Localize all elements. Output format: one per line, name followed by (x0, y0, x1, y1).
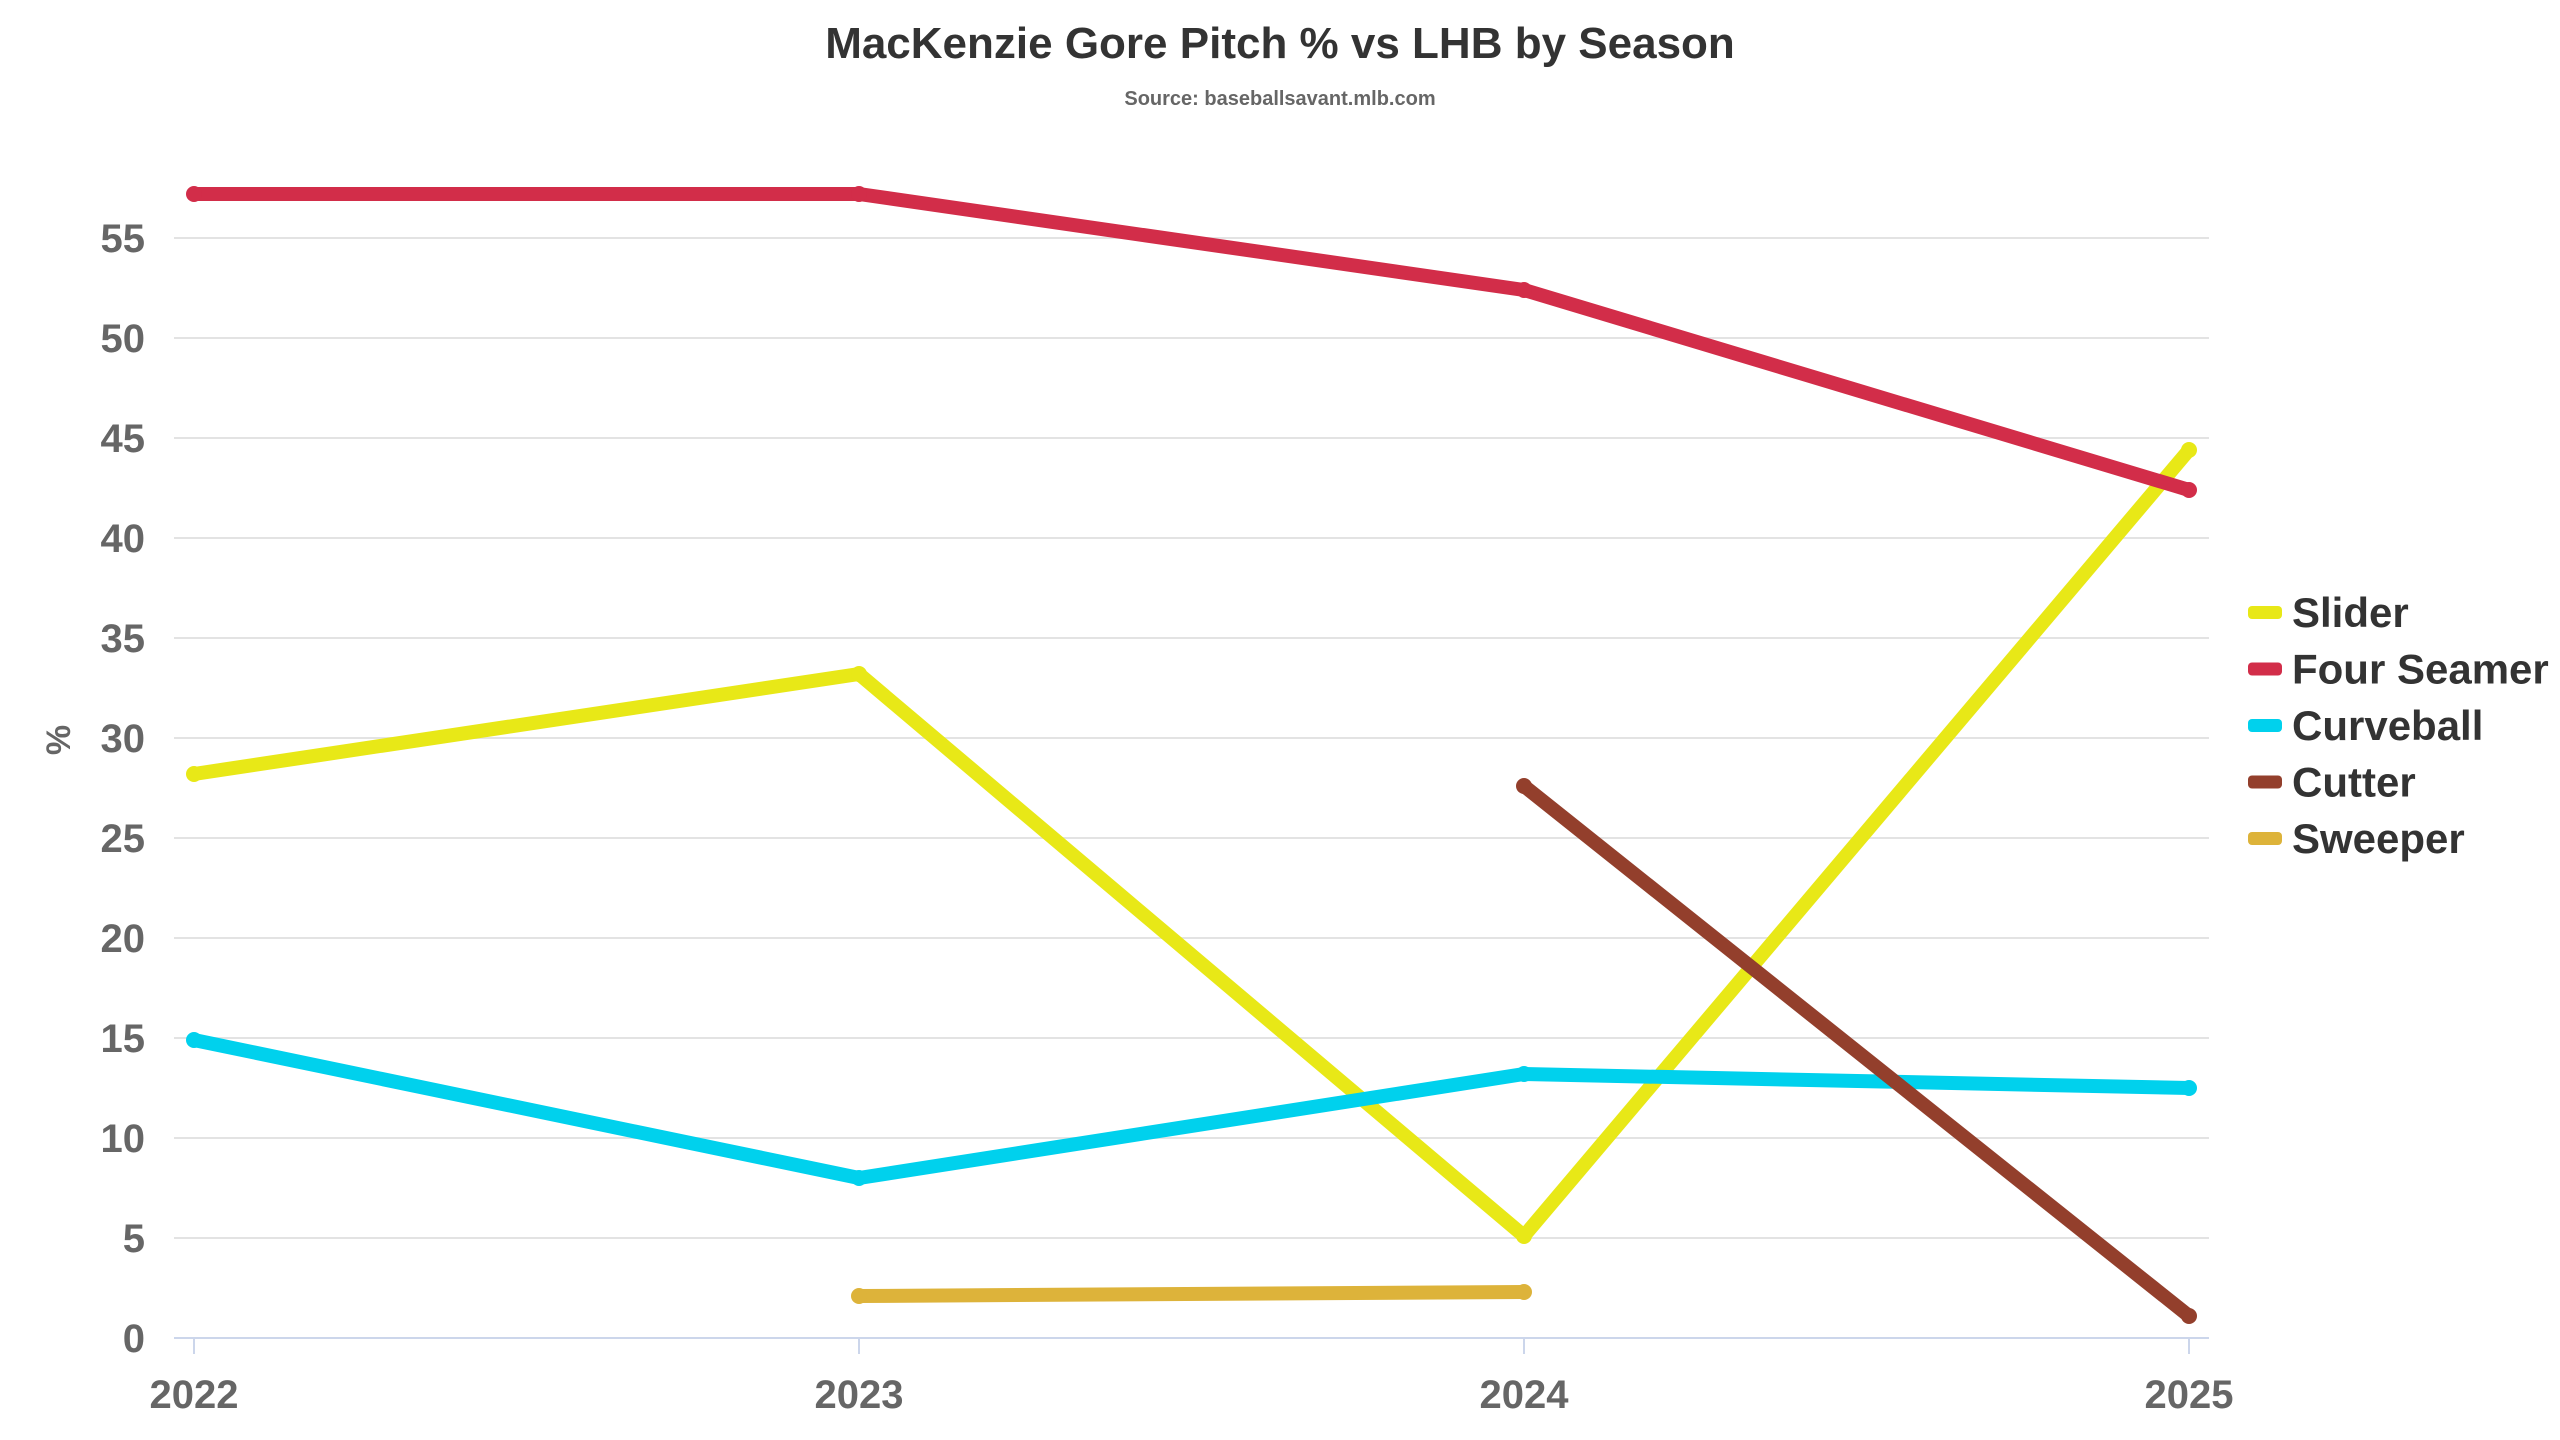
series-line-sweeper[interactable] (852, 1285, 1531, 1303)
data-point[interactable] (2181, 1080, 2197, 1096)
y-tick-label: 45 (101, 417, 146, 461)
legend-swatch (2248, 719, 2282, 732)
legend-item[interactable]: Slider (2248, 589, 2409, 636)
data-point[interactable] (2181, 482, 2197, 498)
gridlines (174, 237, 2209, 1339)
x-tick-label: 2022 (150, 1373, 239, 1417)
x-tick-label: 2025 (2145, 1373, 2234, 1417)
chart-subtitle: Source: baseballsavant.mlb.com (1124, 88, 1435, 110)
data-point[interactable] (851, 666, 867, 682)
series-line-cutter[interactable] (1517, 779, 2196, 1323)
x-tick-label: 2024 (1480, 1373, 1570, 1417)
legend-label: Cutter (2292, 759, 2416, 806)
data-point[interactable] (1516, 1284, 1532, 1300)
legend-swatch (2248, 832, 2282, 845)
data-point[interactable] (186, 766, 202, 782)
y-tick-label: 20 (101, 917, 146, 961)
y-tick-label: 0 (123, 1317, 145, 1361)
legend-item[interactable]: Curveball (2248, 702, 2483, 749)
series-line-slider[interactable] (187, 443, 2196, 1243)
data-point[interactable] (2181, 1308, 2197, 1324)
data-point[interactable] (851, 186, 867, 202)
y-tick-label: 10 (101, 1117, 146, 1161)
legend-swatch (2248, 662, 2282, 676)
y-axis-label: % (40, 725, 78, 755)
data-point[interactable] (186, 186, 202, 202)
data-point[interactable] (186, 1032, 202, 1048)
legend: Slider Four Seamer Curveball Cutter Sweeper (2248, 589, 2549, 862)
legend-item[interactable]: Sweeper (2248, 815, 2465, 862)
y-tick-label: 30 (101, 717, 146, 761)
legend-label: Curveball (2292, 702, 2483, 749)
legend-label: Sweeper (2292, 815, 2465, 862)
y-tick-label: 35 (101, 617, 146, 661)
data-point[interactable] (851, 1170, 867, 1186)
legend-label: Four Seamer (2292, 646, 2549, 693)
series-line-curveball[interactable] (187, 1033, 2196, 1185)
y-tick-label: 5 (123, 1217, 145, 1261)
y-tick-label: 55 (101, 217, 146, 261)
data-point[interactable] (1516, 1066, 1532, 1082)
y-tick-label: 40 (101, 517, 146, 561)
data-point[interactable] (1516, 282, 1532, 298)
legend-item[interactable]: Cutter (2248, 759, 2416, 806)
y-axis-ticks: 0 5 10 15 20 25 30 35 40 45 50 55 (101, 217, 146, 1361)
x-tick-label: 2023 (815, 1373, 904, 1417)
y-tick-label: 50 (101, 317, 146, 361)
data-point[interactable] (1516, 1228, 1532, 1244)
data-point[interactable] (2181, 442, 2197, 458)
legend-swatch (2248, 606, 2282, 619)
legend-item[interactable]: Four Seamer (2248, 646, 2549, 693)
data-point[interactable] (851, 1288, 867, 1304)
legend-label: Slider (2292, 589, 2409, 636)
y-tick-label: 25 (101, 817, 146, 861)
chart-title: MacKenzie Gore Pitch % vs LHB by Season (825, 19, 1735, 68)
series-lines (186, 186, 2197, 1324)
data-point[interactable] (1516, 778, 1532, 794)
legend-swatch (2248, 775, 2282, 789)
y-tick-label: 15 (101, 1017, 146, 1061)
series-line-four-seamer[interactable] (187, 187, 2196, 497)
x-axis-ticks: 2022 2023 2024 2025 (150, 1338, 2234, 1417)
